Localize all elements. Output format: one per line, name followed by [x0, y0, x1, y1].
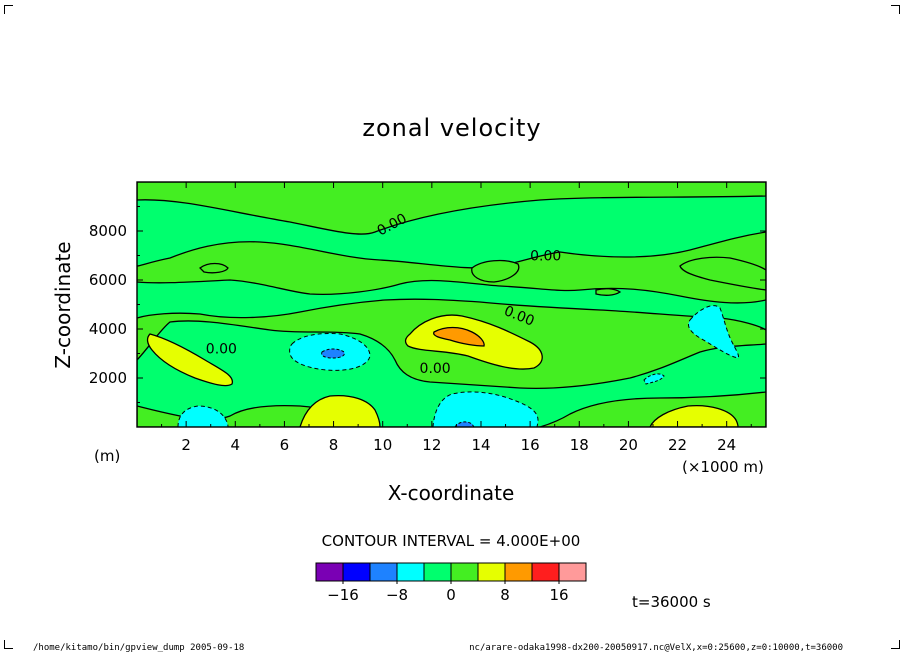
region-minus8-minus4-bottom [432, 391, 539, 427]
footer-right: nc/arare-odaka1998-dx200-20050917.nc@Vel… [469, 643, 843, 653]
region-8-12-center [433, 326, 485, 347]
x-tick-label: 14 [471, 436, 490, 454]
band-0-4-upper [137, 182, 766, 235]
colorbar-swatch [477, 562, 506, 582]
region-minus8-minus4-bottom-left [177, 405, 229, 427]
colorbar-swatch [315, 562, 344, 582]
x-tick-label: 2 [181, 436, 191, 454]
x-tick-label: 22 [668, 436, 687, 454]
y-tick-label: 2000 [89, 369, 127, 387]
island-0-4-c [595, 288, 622, 296]
y-unit-label: (m) [94, 447, 120, 465]
island-0-4-d [679, 256, 766, 291]
colorbar-swatch [396, 562, 425, 582]
region-4-8-left [146, 333, 234, 387]
region-minus8-minus4-right [687, 305, 739, 359]
colorbar-swatch [531, 562, 560, 582]
frame-corner-top-right [891, 5, 900, 14]
y-axis-title: Z-coordinate [51, 241, 75, 368]
colorbar-swatch [423, 562, 452, 582]
y-axis: 2000 4000 6000 8000 [89, 206, 766, 403]
contour-fills: 0.000.000.000.000.00 [137, 182, 766, 427]
x-tick-label: 12 [422, 436, 441, 454]
region-minus12-minus8-left [321, 348, 345, 359]
x-tick-label: 4 [231, 436, 241, 454]
chart-title: zonal velocity [362, 114, 542, 142]
x-tick-label: 18 [570, 436, 589, 454]
time-label: t=36000 s [632, 593, 711, 611]
colorbar: −16 −8 0 8 16 [315, 562, 587, 604]
band-0-4-mid [137, 231, 766, 304]
colorbar-tick-label: −16 [327, 586, 359, 604]
colorbar-swatch [450, 562, 479, 582]
x-unit-label: (×1000 m) [682, 458, 764, 476]
x-axis: 2 4 6 8 10 12 14 16 18 20 22 24 [161, 182, 752, 454]
x-tick-label: 6 [280, 436, 290, 454]
region-minus8-minus4-small-right [643, 373, 665, 385]
colorbar-swatch [558, 562, 587, 582]
island-0-4-b [471, 259, 520, 283]
y-tick-label: 8000 [89, 222, 127, 240]
x-tick-label: 24 [717, 436, 736, 454]
frame-corner-top-left [4, 5, 13, 14]
y-tick-label: 6000 [89, 271, 127, 289]
contour-label: 0.00 [530, 248, 561, 264]
frame-corner-bottom-right [891, 640, 900, 649]
island-0-4-a [199, 262, 229, 274]
colorbar-tick-label: −8 [386, 586, 408, 604]
x-tick-label: 16 [521, 436, 540, 454]
colorbar-tick-label: 0 [446, 586, 456, 604]
y-tick-label: 4000 [89, 320, 127, 338]
contour-interval-text: CONTOUR INTERVAL = 4.000E+00 [322, 532, 581, 550]
contour-label: 0.00 [206, 342, 237, 358]
footer-left: /home/kitamo/bin/gpview_dump 2005-09-18 [33, 643, 244, 653]
colorbar-swatch [504, 562, 533, 582]
colorbar-swatch [342, 562, 371, 582]
region-4-8-bottom-right [649, 404, 739, 427]
frame-corner-bottom-left [4, 640, 13, 649]
region-4-8-bottom-mid [299, 394, 381, 427]
colorbar-tick-label: 8 [500, 586, 510, 604]
colorbar-swatch [369, 562, 398, 582]
x-tick-label: 10 [373, 436, 392, 454]
x-tick-label: 20 [619, 436, 638, 454]
contour-label: 0.00 [420, 361, 451, 377]
x-axis-title: X-coordinate [388, 481, 515, 505]
x-tick-label: 8 [329, 436, 339, 454]
colorbar-tick-label: 16 [549, 586, 568, 604]
